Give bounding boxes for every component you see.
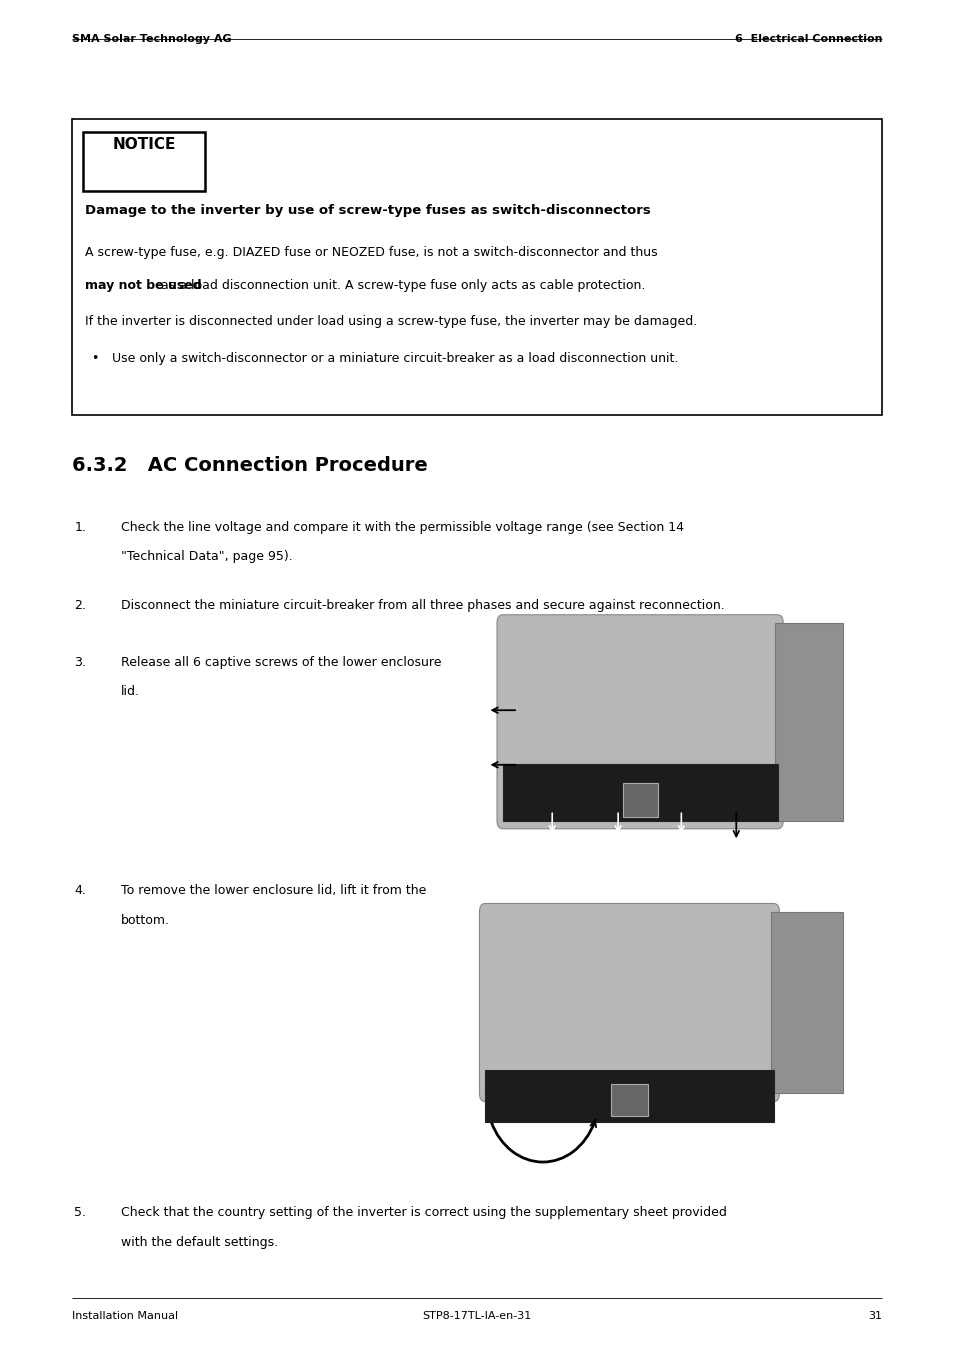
FancyBboxPatch shape xyxy=(502,764,777,821)
Text: SMA Solar Technology AG: SMA Solar Technology AG xyxy=(71,34,231,43)
Text: 1.: 1. xyxy=(74,521,86,534)
Text: 2.: 2. xyxy=(74,599,86,612)
Text: NOTICE: NOTICE xyxy=(112,137,175,151)
Text: A screw-type fuse, e.g. DIAZED fuse or NEOZED fuse, is not a switch-disconnector: A screw-type fuse, e.g. DIAZED fuse or N… xyxy=(85,246,660,260)
Text: 31: 31 xyxy=(867,1311,882,1321)
Text: Check that the country setting of the inverter is correct using the supplementar: Check that the country setting of the in… xyxy=(121,1206,726,1220)
Text: Use only a switch-disconnector or a miniature circuit-breaker as a load disconne: Use only a switch-disconnector or a mini… xyxy=(112,352,678,365)
Text: •: • xyxy=(91,352,98,365)
Text: 3.: 3. xyxy=(74,656,86,669)
Text: 6.3.2   AC Connection Procedure: 6.3.2 AC Connection Procedure xyxy=(71,456,427,475)
FancyBboxPatch shape xyxy=(479,903,779,1102)
Text: "Technical Data", page 95).: "Technical Data", page 95). xyxy=(121,550,293,564)
Text: 4.: 4. xyxy=(74,884,86,898)
Text: 5.: 5. xyxy=(74,1206,87,1220)
FancyBboxPatch shape xyxy=(774,623,842,821)
Text: To remove the lower enclosure lid, lift it from the: To remove the lower enclosure lid, lift … xyxy=(121,884,426,898)
FancyBboxPatch shape xyxy=(622,783,657,817)
Text: as a load disconnection unit. A screw-type fuse only acts as cable protection.: as a load disconnection unit. A screw-ty… xyxy=(157,279,645,292)
Text: Installation Manual: Installation Manual xyxy=(71,1311,177,1321)
Text: may not be used: may not be used xyxy=(85,279,201,292)
Text: STP8-17TL-IA-en-31: STP8-17TL-IA-en-31 xyxy=(422,1311,531,1321)
Text: lid.: lid. xyxy=(121,685,140,699)
FancyBboxPatch shape xyxy=(770,911,842,1094)
Text: 6  Electrical Connection: 6 Electrical Connection xyxy=(734,34,882,43)
Text: bottom.: bottom. xyxy=(121,914,170,927)
Text: with the default settings.: with the default settings. xyxy=(121,1236,278,1249)
FancyBboxPatch shape xyxy=(71,119,882,415)
Text: Damage to the inverter by use of screw-type fuses as switch-disconnectors: Damage to the inverter by use of screw-t… xyxy=(85,204,650,218)
Text: Disconnect the miniature circuit-breaker from all three phases and secure agains: Disconnect the miniature circuit-breaker… xyxy=(121,599,724,612)
FancyBboxPatch shape xyxy=(497,615,782,829)
Text: Check the line voltage and compare it with the permissible voltage range (see Se: Check the line voltage and compare it wi… xyxy=(121,521,683,534)
FancyBboxPatch shape xyxy=(485,1069,773,1122)
FancyBboxPatch shape xyxy=(611,1084,647,1115)
Text: If the inverter is disconnected under load using a screw-type fuse, the inverter: If the inverter is disconnected under lo… xyxy=(85,315,697,329)
FancyBboxPatch shape xyxy=(83,132,205,191)
Text: Release all 6 captive screws of the lower enclosure: Release all 6 captive screws of the lowe… xyxy=(121,656,441,669)
